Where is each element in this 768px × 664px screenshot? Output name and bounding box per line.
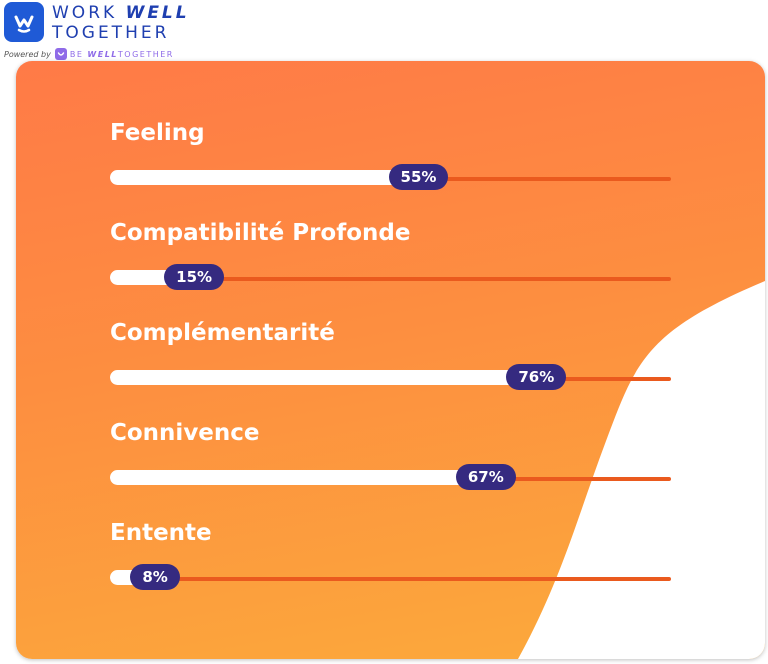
metric-label: Complémentarité xyxy=(110,320,335,346)
metric-label: Feeling xyxy=(110,120,205,146)
metric-value-badge: 67% xyxy=(455,464,516,490)
brand-well: WELL xyxy=(125,3,190,23)
metric-complementarite: Complémentarité 76% xyxy=(110,320,671,390)
metric-label: Compatibilité Profonde xyxy=(110,220,411,246)
powered-well: WELL xyxy=(87,49,118,59)
metric-track xyxy=(110,577,671,581)
metric-label: Entente xyxy=(110,520,212,546)
powered-by-label: Powered by xyxy=(4,49,51,59)
metric-value-badge: 15% xyxy=(164,264,225,290)
powered-together: TOGETHER xyxy=(117,49,174,59)
decorative-wave xyxy=(518,281,765,659)
metric-progress-fill xyxy=(110,170,419,185)
metric-progress-fill xyxy=(110,470,486,485)
brand-together: TOGETHER xyxy=(52,23,170,43)
results-card: Feeling 55% Compatibilité Profonde 15% C… xyxy=(16,61,765,659)
metric-progress-fill xyxy=(110,370,537,385)
metric-value-badge: 8% xyxy=(130,564,180,590)
bewelltogether-logo-icon xyxy=(54,48,67,60)
brand-work: WORK xyxy=(52,3,126,23)
metric-track xyxy=(110,277,671,281)
powered-by-brand: BE WELLTOGETHER xyxy=(70,50,174,59)
workwelltogether-logo-icon xyxy=(4,2,44,42)
metric-label: Connivence xyxy=(110,420,260,446)
powered-be: BE xyxy=(69,49,88,59)
metric-value-badge: 76% xyxy=(506,364,567,390)
metric-entente: Entente 8% xyxy=(110,520,671,590)
powered-by: Powered by BE WELLTOGETHER xyxy=(4,48,174,60)
brand-wordmark: WORK WELL TOGETHER xyxy=(52,3,190,43)
metric-compatibilite-profonde: Compatibilité Profonde 15% xyxy=(110,220,671,290)
metric-value-badge: 55% xyxy=(388,164,449,190)
metric-connivence: Connivence 67% xyxy=(110,420,671,490)
brand-header: WORK WELL TOGETHER Powered by BE WELLTOG… xyxy=(4,2,264,62)
metric-feeling: Feeling 55% xyxy=(110,120,671,190)
